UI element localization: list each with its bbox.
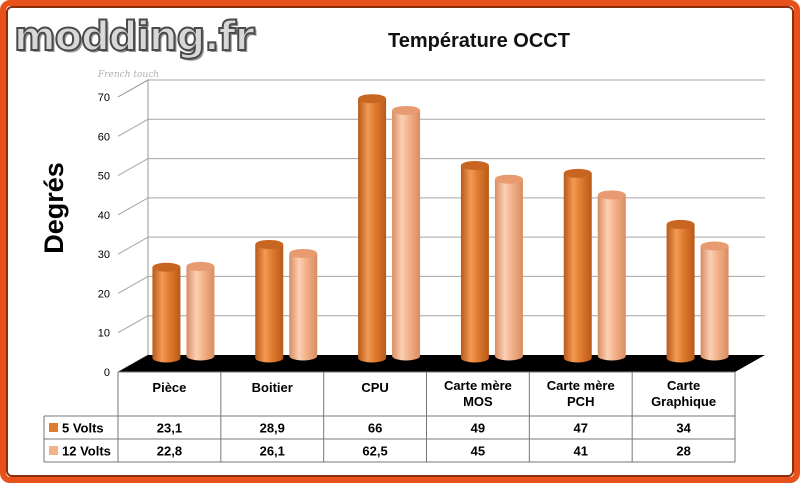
- gridline: [117, 158, 765, 177]
- data-label: 26,1: [260, 444, 285, 459]
- x-tick-label: Boitier: [252, 380, 293, 395]
- gridline: [117, 197, 765, 216]
- y-tick-label: 20: [98, 288, 110, 300]
- bar: [460, 161, 489, 363]
- bar-body: [186, 266, 215, 361]
- data-label: 49: [471, 421, 485, 436]
- x-tick-label: MOS: [463, 394, 493, 409]
- bar-top: [186, 261, 215, 271]
- legend-label: 5 Volts: [62, 421, 104, 436]
- y-tick-label: 50: [98, 171, 110, 183]
- y-tick-label: 0: [104, 367, 110, 379]
- data-label: 47: [574, 421, 588, 436]
- bar-top: [255, 239, 284, 249]
- y-axis-label: Degrés: [39, 162, 69, 254]
- bar-top: [597, 190, 626, 200]
- bar-top: [358, 94, 387, 104]
- bar: [494, 174, 523, 361]
- bar: [152, 262, 181, 363]
- bar-body: [392, 110, 421, 361]
- bar: [392, 105, 421, 361]
- bar-top: [563, 168, 592, 178]
- bar: [358, 94, 387, 363]
- site-logo-tagline: French touch: [98, 70, 160, 80]
- bar-body: [460, 165, 489, 363]
- gridline: [117, 118, 765, 137]
- legend-swatch: [49, 423, 58, 432]
- bar: [563, 168, 592, 363]
- y-tick-label: 40: [98, 210, 110, 222]
- y-tick-label: 70: [98, 92, 110, 104]
- chart-title: Température OCCT: [388, 30, 570, 52]
- bar-body: [152, 267, 181, 363]
- bar-top: [392, 105, 421, 115]
- bar: [186, 261, 215, 361]
- bar-top: [289, 248, 318, 258]
- bar: [700, 241, 729, 361]
- bar: [255, 239, 284, 363]
- data-label: 62,5: [362, 444, 387, 459]
- bar-body: [666, 224, 695, 363]
- chart-bars: [152, 94, 729, 363]
- data-label: 22,8: [157, 444, 182, 459]
- bar-top: [494, 174, 523, 184]
- bar: [597, 190, 626, 361]
- x-tick-label: Carte mère: [444, 378, 512, 393]
- x-tick-label: Graphique: [651, 394, 716, 409]
- bar: [289, 248, 318, 361]
- bar-body: [563, 173, 592, 363]
- bar-top: [700, 241, 729, 251]
- data-label: 23,1: [157, 421, 182, 436]
- bar-body: [494, 179, 523, 361]
- left-wall: [117, 79, 149, 373]
- data-label: 28: [676, 444, 690, 459]
- bar-body: [597, 194, 626, 361]
- legend-label: 12 Volts: [62, 444, 111, 459]
- legend-swatch: [49, 446, 58, 455]
- x-tick-label: Carte mère: [547, 378, 615, 393]
- y-tick-label: 10: [98, 328, 110, 340]
- data-label: 34: [676, 421, 691, 436]
- bar-body: [700, 246, 729, 361]
- x-tick-label: CPU: [361, 380, 388, 395]
- site-logo: modding.fr: [13, 13, 256, 61]
- bar-body: [255, 244, 284, 363]
- chart-frame-inner-border: [6, 6, 794, 477]
- bar-top: [666, 219, 695, 229]
- data-label: 41: [574, 444, 588, 459]
- x-tick-label: Carte: [667, 378, 700, 393]
- data-label: 66: [368, 421, 382, 436]
- data-label: 28,9: [260, 421, 285, 436]
- bar: [666, 219, 695, 363]
- gridline: [117, 79, 765, 98]
- x-tick-label: PCH: [567, 394, 594, 409]
- bar-top: [152, 262, 181, 272]
- bar-body: [289, 253, 318, 361]
- bar-body: [358, 98, 387, 363]
- x-tick-label: Pièce: [152, 380, 186, 395]
- data-label: 45: [471, 444, 485, 459]
- y-tick-label: 60: [98, 131, 110, 143]
- y-axis-ticks: 0 10 20 30 40 50 60 70: [98, 92, 110, 379]
- y-tick-label: 30: [98, 249, 110, 261]
- bar-top: [460, 161, 489, 170]
